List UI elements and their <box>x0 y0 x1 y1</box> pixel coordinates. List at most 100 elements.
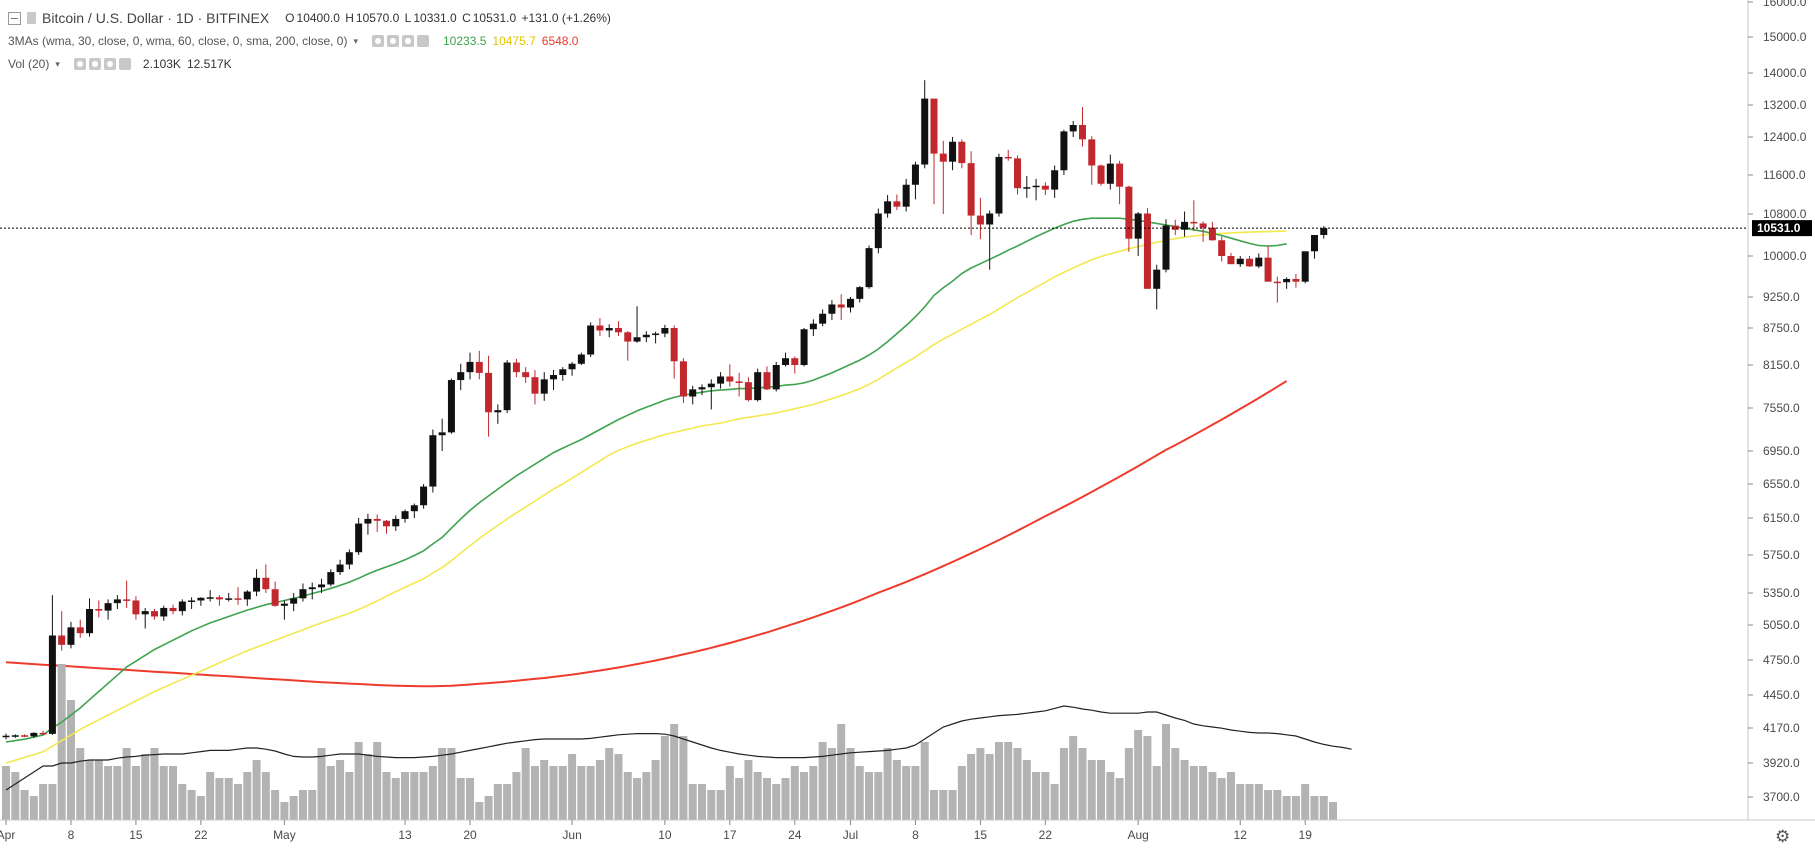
candle-body <box>717 376 725 384</box>
settings-button[interactable]: ⚙ <box>1775 827 1790 846</box>
volume-bar <box>790 766 799 820</box>
candle-body <box>986 213 994 225</box>
volume-bar <box>280 802 289 820</box>
candle-body <box>698 387 706 390</box>
price-tick-label: 6150.0 <box>1763 511 1800 525</box>
candle-body <box>234 598 242 600</box>
candle-body <box>392 518 400 527</box>
code-icon[interactable] <box>402 35 414 47</box>
last-price-value: 10531.0 <box>1757 221 1801 235</box>
time-tick-label: 19 <box>1299 828 1313 842</box>
volume-bar <box>948 790 957 820</box>
volume-bar <box>865 772 874 820</box>
last-price-tag: 10531.0 <box>1752 220 1812 237</box>
volume-bar <box>410 772 419 820</box>
volume-bar <box>401 772 410 820</box>
candlesticks <box>2 80 1328 740</box>
price-tick-label: 5350.0 <box>1763 586 1800 600</box>
chevron-down-icon[interactable]: ▾ <box>55 58 60 69</box>
candle-body <box>466 361 474 373</box>
volume-bar <box>716 790 725 820</box>
gear-icon[interactable] <box>387 35 399 47</box>
candle-body <box>150 611 158 617</box>
volume-bar <box>419 772 428 820</box>
ma200-line <box>5 380 1288 688</box>
candle-body <box>587 325 595 355</box>
low-value: 10331.0 <box>413 11 457 25</box>
volume-bar <box>1059 748 1068 820</box>
price-tick-label: 8150.0 <box>1763 358 1800 372</box>
candle-body <box>661 328 669 334</box>
volume-bar <box>308 790 317 820</box>
candle-body <box>577 354 585 364</box>
eye-icon[interactable] <box>73 58 86 70</box>
volume-bar <box>466 778 474 820</box>
volume-bar <box>855 766 864 820</box>
candle-body <box>382 520 390 527</box>
volume-bar <box>1189 766 1198 820</box>
volume-bar <box>586 766 595 820</box>
candle-body <box>550 375 558 380</box>
time-tick-label: 8 <box>68 828 75 842</box>
candle-body <box>1014 158 1022 189</box>
price-axis[interactable]: 3700.0 3920.0 4170.0 4450.0 4750.0 5050.0 5350… <box>0 0 1815 821</box>
close-icon[interactable] <box>118 58 131 70</box>
volume-bar <box>113 766 122 820</box>
ma30-value: 10233.5 <box>443 34 487 48</box>
volume-bar <box>1013 748 1022 820</box>
volume-bar <box>373 742 382 820</box>
volume-bar <box>530 766 539 820</box>
time-tick-label: Apr <box>0 828 15 842</box>
volume-bar <box>169 766 178 820</box>
candle-body <box>846 298 854 308</box>
gear-icon[interactable]: ⚙ <box>1775 827 1790 846</box>
volume-bar <box>354 742 363 820</box>
volume-bar <box>1245 784 1254 820</box>
candle-body <box>95 609 103 611</box>
volume-bar <box>428 766 437 820</box>
volume-bar <box>11 772 20 820</box>
candle-body <box>280 603 288 606</box>
eye-icon[interactable] <box>372 35 384 47</box>
candle-body <box>2 735 10 738</box>
volume-bar <box>1143 736 1152 820</box>
candle-body <box>1218 240 1226 256</box>
open-value: 10400.0 <box>296 11 340 25</box>
volume-bar <box>94 760 103 820</box>
volume-indicator-label[interactable]: Vol (20) <box>8 57 50 71</box>
volume-bar <box>920 742 929 820</box>
candle-body <box>327 572 335 585</box>
candle-body <box>1199 223 1207 228</box>
volume-bar <box>196 796 205 820</box>
symbol-title[interactable]: Bitcoin / U.S. Dollar · 1D · BITFINEX <box>42 10 270 26</box>
volume-bar <box>234 784 242 820</box>
volume-bar <box>150 748 159 820</box>
chevron-down-icon[interactable]: ▾ <box>353 35 358 46</box>
volume-bar <box>595 760 604 820</box>
volume-bar <box>1226 772 1235 820</box>
volume-bar <box>540 760 549 820</box>
candle-body <box>215 597 223 600</box>
ma-indicator-label[interactable]: 3MAs (wma, 30, close, 0, wma, 60, close,… <box>8 34 348 48</box>
volume-bar <box>1236 784 1245 820</box>
time-tick-label: 20 <box>463 828 477 842</box>
code-icon[interactable] <box>103 58 116 70</box>
minus-square-icon[interactable] <box>8 11 21 25</box>
volume-bar <box>1004 742 1013 820</box>
gear-icon[interactable] <box>88 58 101 70</box>
volume-bar <box>800 772 809 820</box>
volume-bar <box>326 766 335 820</box>
candle-body <box>930 98 938 154</box>
volume-bar <box>651 760 660 820</box>
candle-body <box>856 287 864 299</box>
candle-body <box>865 248 873 288</box>
time-tick-label: 13 <box>398 828 412 842</box>
price-tick-label: 12400.0 <box>1763 130 1807 144</box>
volume-bar <box>289 796 298 820</box>
volume-bar <box>503 784 512 820</box>
time-axis[interactable]: Apr 8 15 22 May 13 20 Jun 10 17 24 Jul 8 15 22 Aug 12 19 <box>0 820 1312 842</box>
volume-bar <box>382 772 391 820</box>
candle-body <box>874 213 882 249</box>
close-icon[interactable] <box>417 35 429 47</box>
